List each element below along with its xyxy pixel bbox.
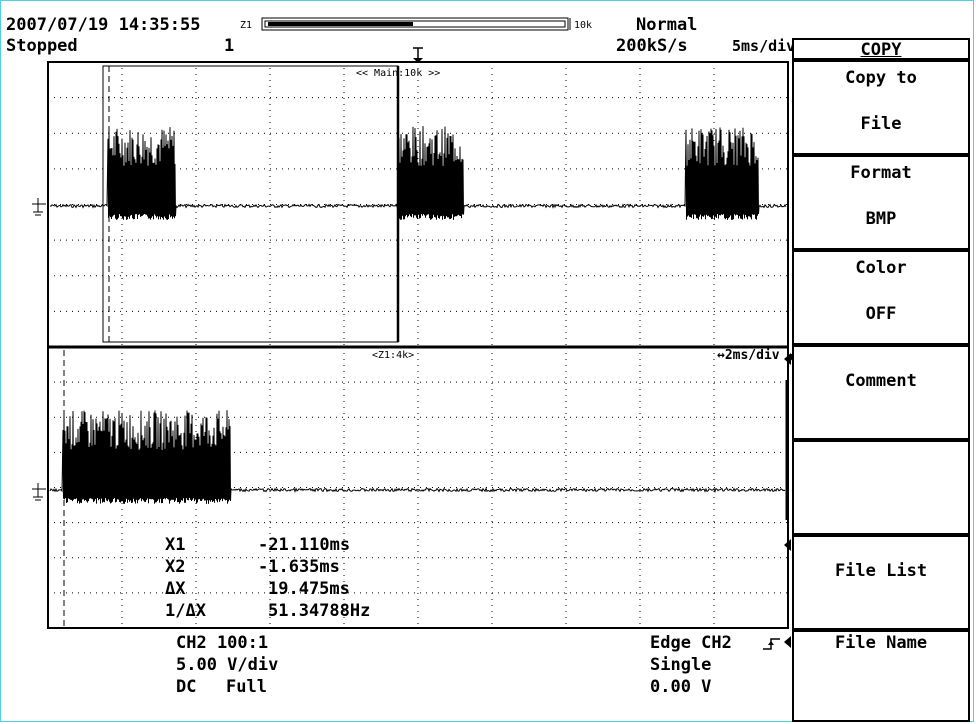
trigger-mode: Normal [636,15,698,35]
record-length-bar [261,17,571,31]
ground-marker-zoom [32,483,46,501]
cursor-delta-label: ΔX [165,579,186,599]
submenu-arrow-icon [784,636,791,648]
rising-edge-icon [763,638,780,650]
cursor-delta-value: 19.475ms [268,579,350,599]
trigger-position-marker [413,47,423,63]
channel-scale: 5.00 V/div [176,655,279,675]
zoom-window-label: <Z1:4k> [372,350,415,361]
zoom-tag: Z1 [240,20,253,31]
sample-rate: 200kS/s [616,36,688,56]
cursor-x2-value: -1.635ms [258,557,340,577]
cursor-x1-value: -21.110ms [258,535,351,555]
softkey-format[interactable]: Format BMP [792,155,970,250]
submenu-arrow-icon [784,539,791,551]
cursor-x2-label: X2 [165,557,186,577]
ground-marker-main [32,198,46,216]
channel-bandwidth: Full [226,677,267,697]
softkey-copy-to[interactable]: Copy to File [792,60,970,155]
channel-probe: CH2 100:1 [176,633,269,653]
softkey-color[interactable]: Color OFF [792,250,970,345]
submenu-arrow-icon [784,353,791,365]
cursor-freq-value: 51.34788Hz [268,601,371,621]
cursor-freq-label: 1/ΔX [165,601,206,621]
softkey-comment[interactable]: Comment [784,345,970,440]
zoom-timebase: ↔2ms/div [717,348,780,363]
trigger-source: Edge CH2 [650,633,732,653]
waveform-zoom [49,410,786,504]
cursor-x1-label: X1 [165,535,186,555]
trigger-level: 0.00 V [650,677,712,697]
zoom-grid [48,347,788,628]
datetime: 2007/07/19 14:35:55 [6,15,201,35]
menu-title: COPY [792,38,970,60]
softkey-blank[interactable] [792,440,970,535]
channel-coupling: DC [176,677,197,697]
acq-count: 1 [224,36,235,56]
softkey-file-name[interactable]: File Name [784,630,970,722]
record-length: 10k [574,20,593,31]
softkey-file-list[interactable]: File List [784,535,970,630]
timebase: 5ms/div [732,37,796,55]
main-window-label: << Main:10k >> [356,68,441,79]
waveform-main [49,126,787,220]
trigger-mode-readout: Single [650,655,712,675]
acq-status: Stopped [6,36,78,56]
